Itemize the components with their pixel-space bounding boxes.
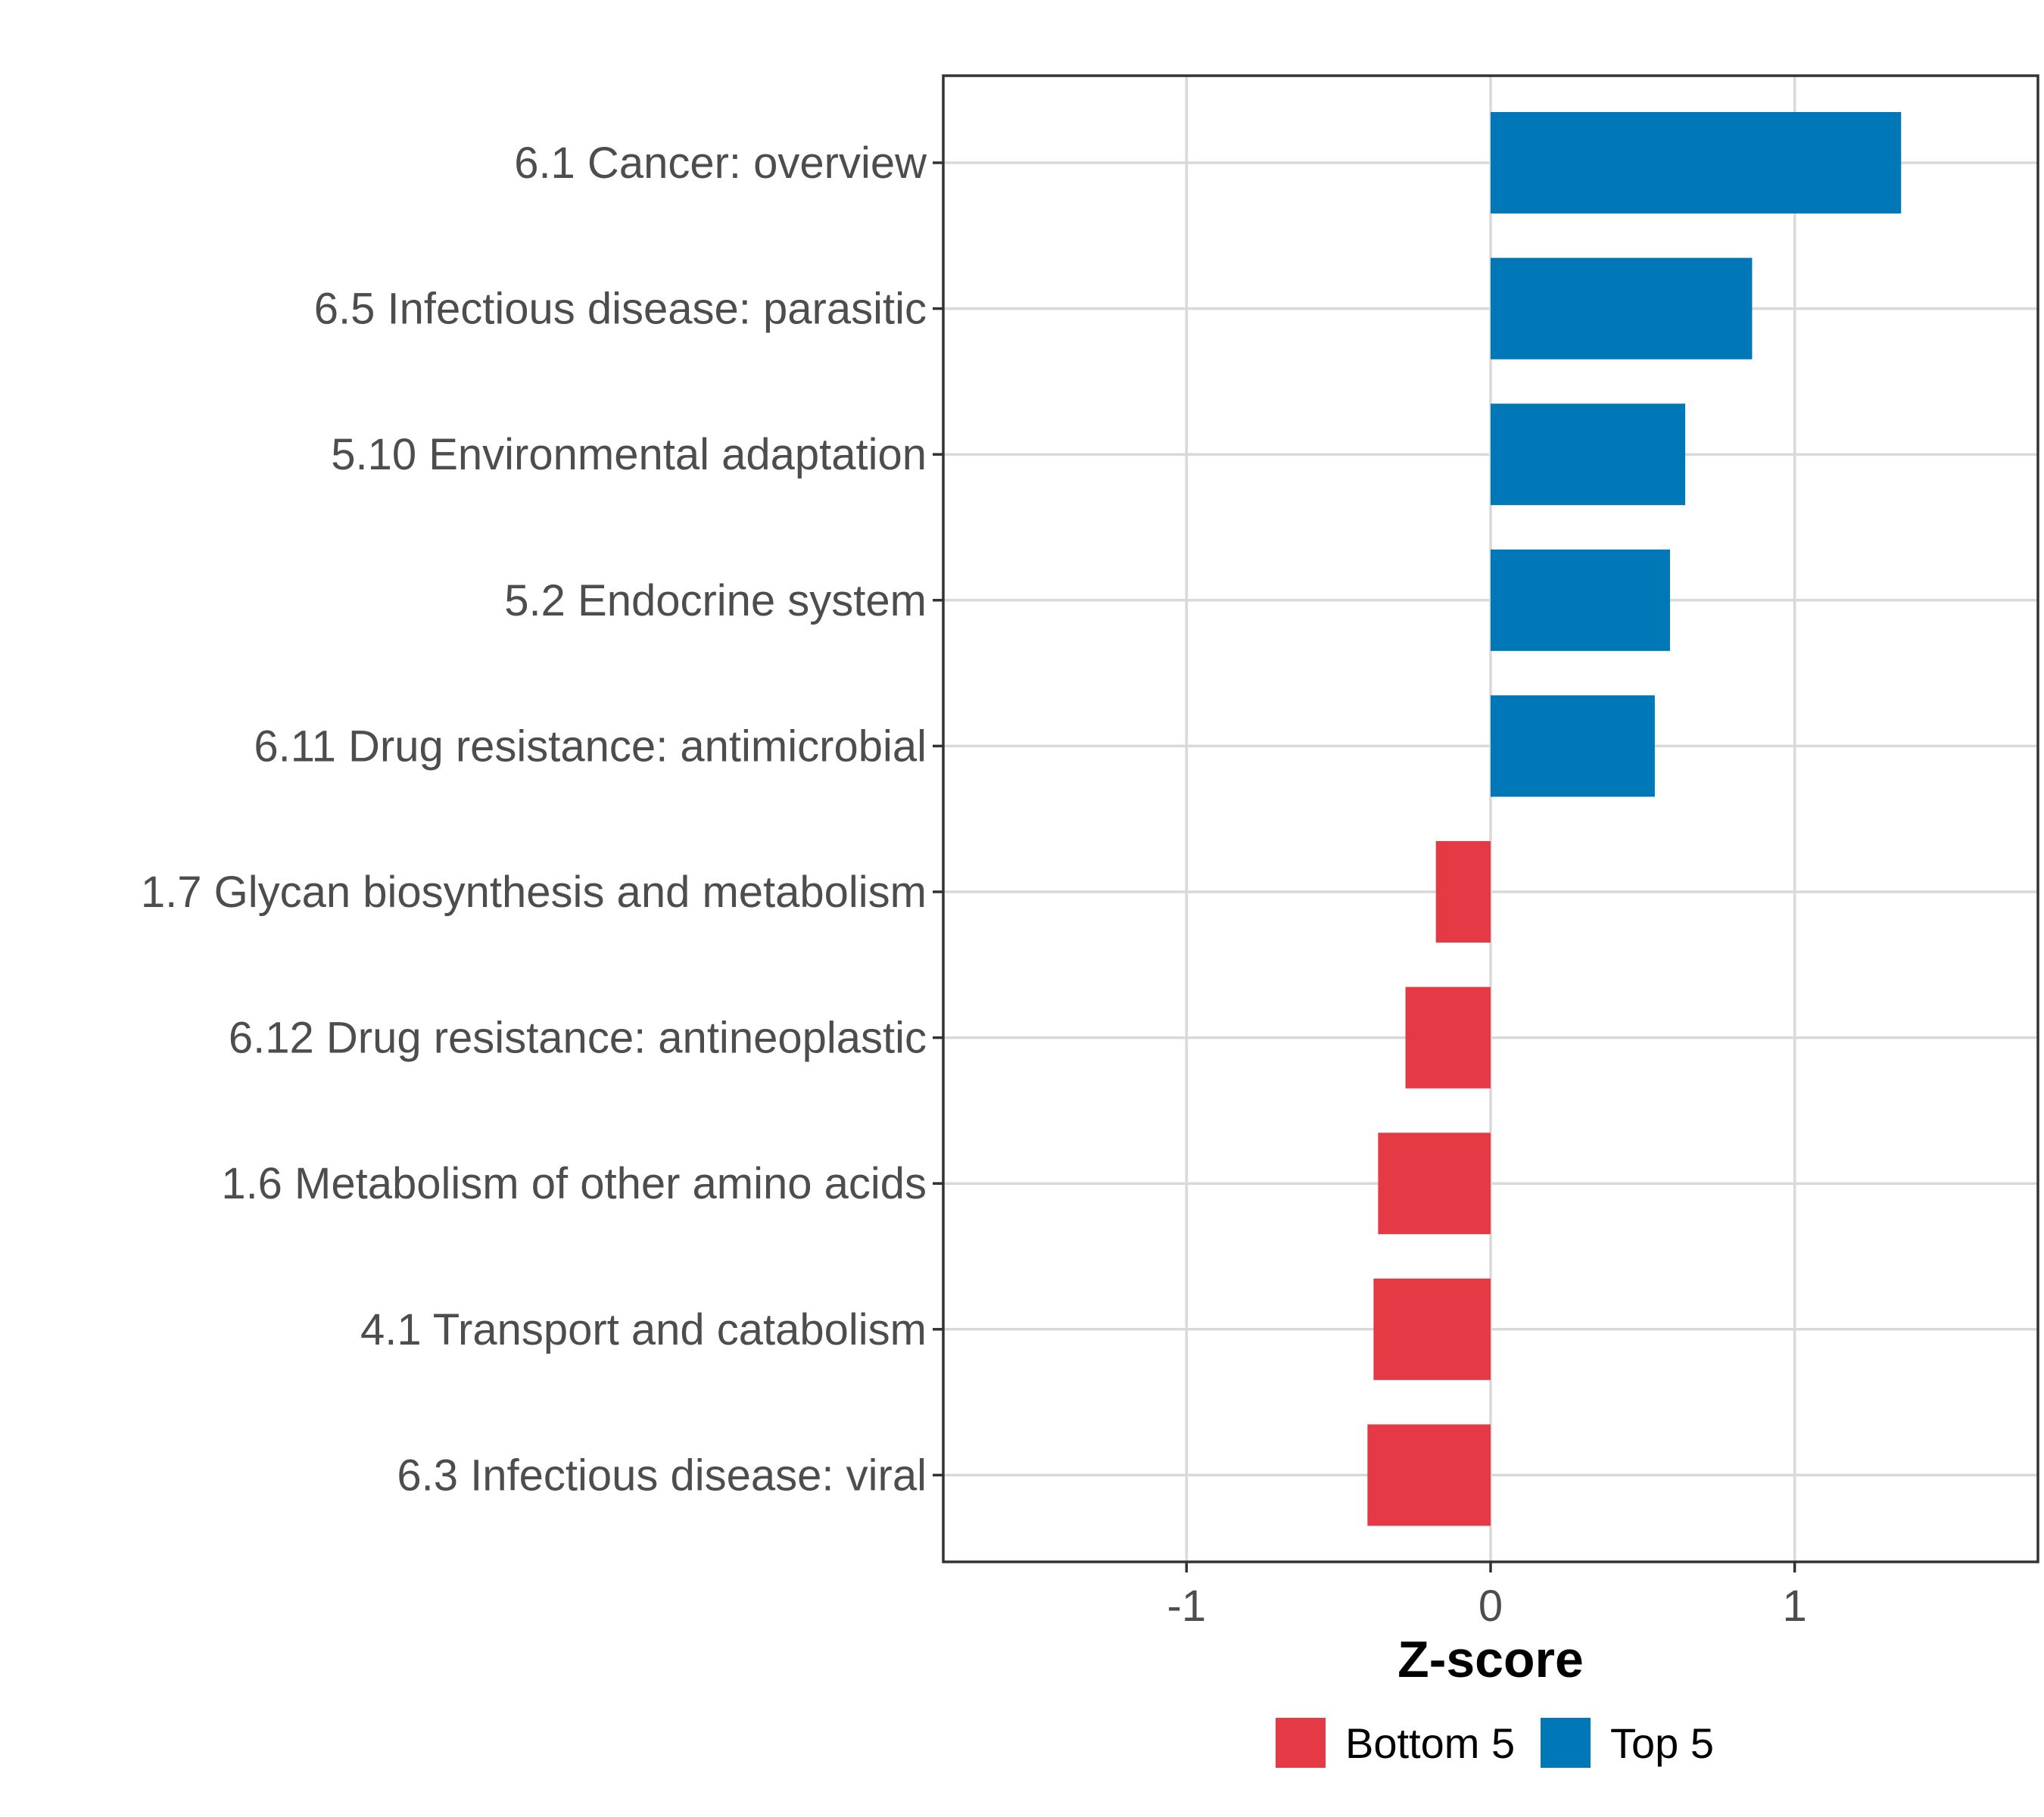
- bar: [1491, 112, 1902, 213]
- legend-label: Top 5: [1610, 1719, 1714, 1767]
- bar: [1491, 404, 1686, 506]
- x-axis-title: Z-score: [1397, 1631, 1584, 1688]
- x-tick-label: 1: [1783, 1582, 1807, 1631]
- bar: [1435, 841, 1491, 943]
- legend-label: Bottom 5: [1345, 1719, 1515, 1767]
- x-tick-label: 0: [1478, 1582, 1503, 1631]
- legend-swatch: [1276, 1718, 1326, 1768]
- y-tick-label: 5.10 Environmental adaptation: [331, 430, 927, 479]
- bar: [1491, 549, 1670, 651]
- y-tick-label: 4.1 Transport and catabolism: [360, 1305, 927, 1354]
- bar: [1405, 986, 1491, 1089]
- y-tick-label: 1.6 Metabolism of other amino acids: [221, 1159, 927, 1208]
- y-tick-label: 1.7 Glycan biosynthesis and metabolism: [141, 868, 927, 917]
- bar: [1367, 1424, 1491, 1526]
- y-tick-label: 6.1 Cancer: overview: [514, 139, 927, 188]
- y-tick-label: 6.3 Infectious disease: viral: [397, 1451, 927, 1500]
- y-tick-label: 6.11 Drug resistance: antimicrobial: [254, 722, 927, 771]
- bar: [1491, 257, 1753, 360]
- x-tick-label: -1: [1167, 1582, 1207, 1631]
- y-tick-label: 6.5 Infectious disease: parasitic: [314, 285, 927, 334]
- y-tick-label: 5.2 Endocrine system: [504, 576, 927, 625]
- bar: [1373, 1278, 1491, 1380]
- legend-swatch: [1541, 1718, 1591, 1768]
- bar: [1378, 1133, 1491, 1235]
- y-tick-label: 6.12 Drug resistance: antineoplastic: [229, 1014, 927, 1063]
- legend: Bottom 5 Top 5: [1276, 1718, 1714, 1768]
- bar: [1491, 695, 1655, 797]
